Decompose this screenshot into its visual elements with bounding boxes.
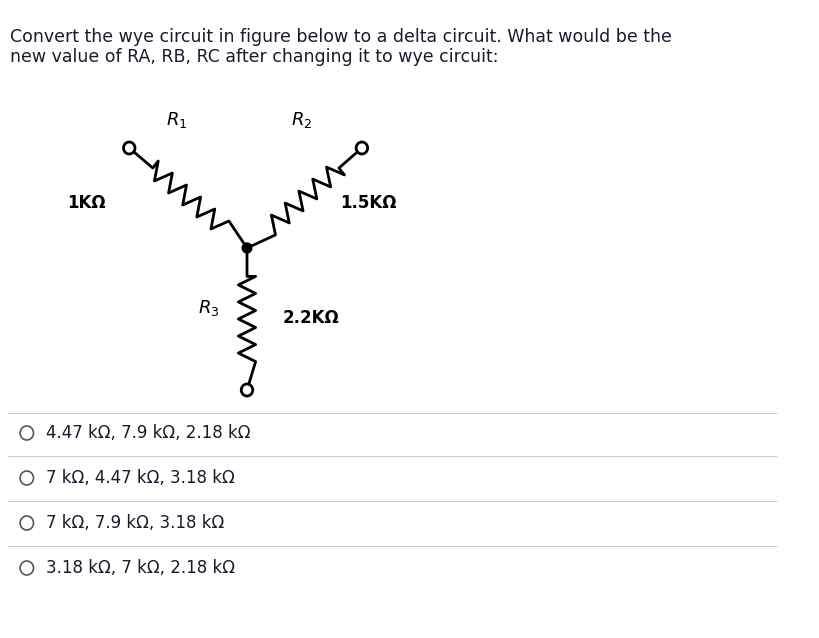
Text: 1.5KΩ: 1.5KΩ [340,194,396,212]
Circle shape [20,426,34,440]
Text: 7 kΩ, 4.47 kΩ, 3.18 kΩ: 7 kΩ, 4.47 kΩ, 3.18 kΩ [46,469,235,487]
Text: $R_1$: $R_1$ [166,110,188,130]
Circle shape [124,142,135,154]
Circle shape [356,142,368,154]
Circle shape [20,516,34,530]
Circle shape [242,384,253,396]
Text: 1KΩ: 1KΩ [67,194,106,212]
Circle shape [20,561,34,575]
Text: Convert the wye circuit in figure below to a delta circuit. What would be the: Convert the wye circuit in figure below … [10,28,672,46]
Text: $R_2$: $R_2$ [291,110,312,130]
Text: new value of RA, RB, RC after changing it to wye circuit:: new value of RA, RB, RC after changing i… [10,48,498,66]
Text: 4.47 kΩ, 7.9 kΩ, 2.18 kΩ: 4.47 kΩ, 7.9 kΩ, 2.18 kΩ [46,424,251,442]
Text: 2.2KΩ: 2.2KΩ [283,309,339,327]
Text: $R_3$: $R_3$ [198,298,219,318]
Text: 7 kΩ, 7.9 kΩ, 3.18 kΩ: 7 kΩ, 7.9 kΩ, 3.18 kΩ [46,514,224,532]
Circle shape [20,471,34,485]
Text: 3.18 kΩ, 7 kΩ, 2.18 kΩ: 3.18 kΩ, 7 kΩ, 2.18 kΩ [46,559,235,577]
Circle shape [242,243,251,253]
